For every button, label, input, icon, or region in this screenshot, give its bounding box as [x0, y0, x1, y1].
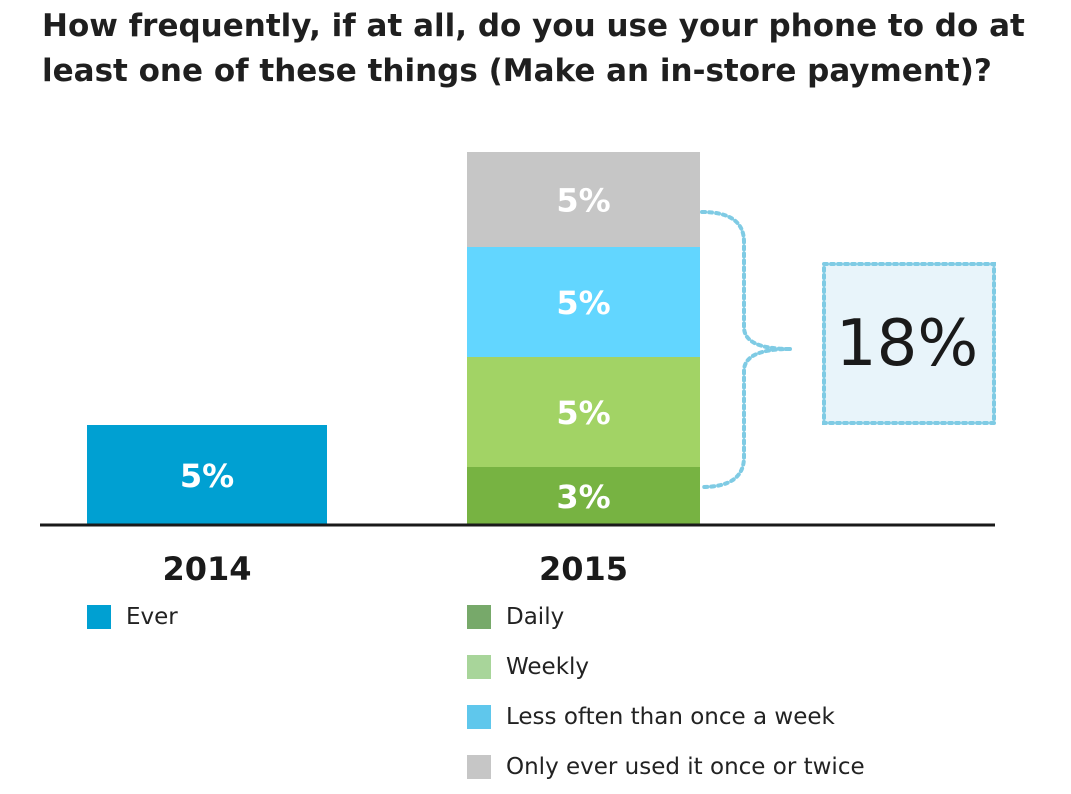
- chart-title-line-1: How frequently, if at all, do you use yo…: [42, 8, 1025, 44]
- bar-segment-2014-ever: [87, 425, 327, 525]
- legend-item-only-ever-used-it-once-or-twice: Only ever used it once or twice: [467, 754, 865, 780]
- callout-value: 18%: [836, 307, 978, 381]
- bars-group: 5% 3% 5% 5% 5%: [87, 152, 700, 525]
- legend-item-daily: Daily: [467, 604, 564, 630]
- legend-label-only-ever-used-it-once-or-twice: Only ever used it once or twice: [506, 754, 865, 780]
- chart-title-line-2: least one of these things (Make an in-st…: [42, 53, 992, 89]
- legend-item-weekly: Weekly: [467, 654, 589, 680]
- legend-item-ever: Ever: [87, 604, 178, 630]
- category-labels: 2014 2015: [162, 550, 628, 588]
- data-label-2015-less-often-than-once-a-week: 5%: [556, 284, 610, 322]
- legend-label-less-often-than-once-a-week: Less often than once a week: [506, 704, 835, 730]
- category-label-2015: 2015: [539, 550, 628, 588]
- legend-label-ever: Ever: [126, 604, 178, 630]
- legend-swatch-ever: [87, 605, 111, 629]
- legend-label-daily: Daily: [506, 604, 565, 630]
- bar-segment-2015-weekly: [467, 357, 700, 467]
- callout-bracket: [700, 210, 792, 489]
- chart-title: How frequently, if at all, do you use yo…: [42, 4, 1042, 94]
- legend-swatch-weekly: [467, 655, 491, 679]
- legend-label-weekly: Weekly: [506, 654, 590, 680]
- data-label-2014-ever: 5%: [180, 457, 234, 495]
- total-callout: 18%: [700, 210, 996, 489]
- data-label-2015-only-ever-used-it-once-or-twice: 5%: [556, 182, 610, 220]
- data-label-2015-daily: 3%: [556, 478, 610, 516]
- category-label-2014: 2014: [162, 550, 251, 588]
- bar-segment-2015-less-often-than-once-a-week: [467, 247, 700, 357]
- legend-item-less-often-than-once-a-week: Less often than once a week: [467, 704, 835, 730]
- legend-swatch-less-often-than-once-a-week: [467, 705, 491, 729]
- callout-box: [822, 262, 996, 425]
- legend-swatch-only-ever-used-it-once-or-twice: [467, 755, 491, 779]
- bar-segment-2015-only-ever-used-it-once-or-twice: [467, 152, 700, 247]
- legend-swatch-daily: [467, 605, 491, 629]
- data-label-2015-weekly: 5%: [556, 394, 610, 432]
- bar-segment-2015-daily: [467, 467, 700, 525]
